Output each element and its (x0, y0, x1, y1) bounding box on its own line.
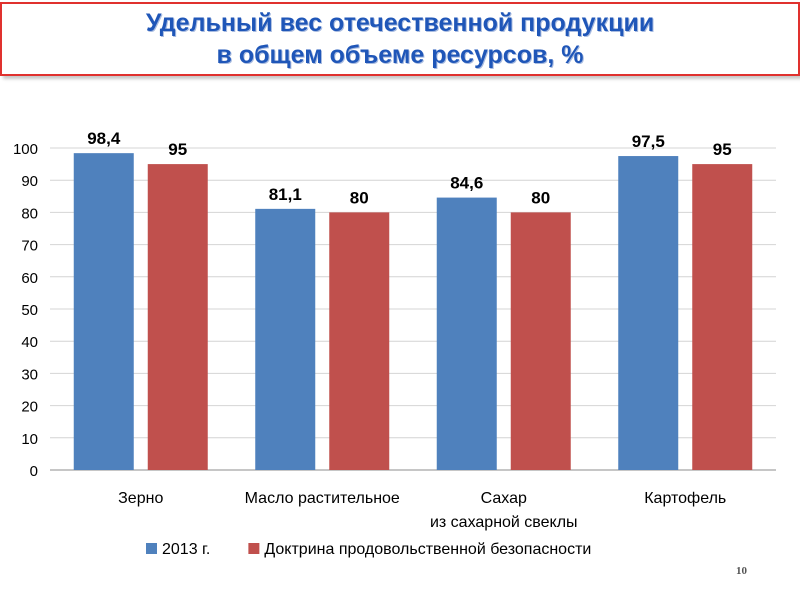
x-tick-label: Сахар (481, 490, 527, 507)
chart-title-line-1: Удельный вес отечественной продукции (145, 9, 655, 37)
x-tick-label: из сахарной свеклы (430, 514, 578, 531)
legend-swatch-series-2013 (146, 543, 157, 554)
y-tick-label: 60 (21, 270, 38, 287)
x-tick-label: Зерно (118, 490, 163, 507)
data-label: 98,4 (87, 129, 121, 148)
y-tick-label: 90 (21, 173, 38, 190)
y-tick-label: 80 (21, 205, 38, 222)
data-label: 81,1 (269, 185, 302, 204)
x-tick-label: Масло растительное (245, 490, 400, 507)
bar-series-doctrine (510, 212, 571, 470)
chart-title-line-2: в общем объеме ресурсов, % (216, 41, 584, 69)
y-tick-label: 10 (21, 431, 38, 448)
data-label: 84,6 (450, 174, 483, 193)
bar-series-2013 (73, 153, 134, 471)
bar-series-2013 (255, 208, 316, 470)
title-box: Удельный вес отечественной продукции в о… (0, 2, 800, 76)
data-label: 80 (531, 188, 550, 207)
page-number: 10 (736, 565, 747, 577)
bar-series-doctrine (147, 164, 208, 470)
legend-label: Доктрина продовольственной безопасности (264, 541, 591, 558)
legend-label: 2013 г. (162, 541, 210, 558)
y-tick-label: 20 (21, 399, 38, 416)
y-tick-label: 70 (21, 238, 38, 255)
y-tick-label: 100 (13, 141, 38, 158)
legend-swatch-series-doctrine (248, 543, 260, 554)
y-tick-label: 0 (30, 463, 38, 480)
bar-series-doctrine (692, 164, 753, 470)
y-tick-label: 40 (21, 334, 38, 351)
x-tick-label: Картофель (644, 490, 726, 507)
data-label: 95 (168, 140, 187, 159)
y-tick-label: 50 (21, 302, 38, 319)
data-label: 97,5 (632, 132, 665, 151)
bar-series-doctrine (329, 212, 390, 470)
bar-series-2013 (436, 197, 497, 470)
y-tick-label: 30 (21, 366, 38, 383)
bar-series-2013 (618, 156, 679, 471)
data-label: 80 (350, 188, 369, 207)
data-label: 95 (713, 140, 732, 159)
